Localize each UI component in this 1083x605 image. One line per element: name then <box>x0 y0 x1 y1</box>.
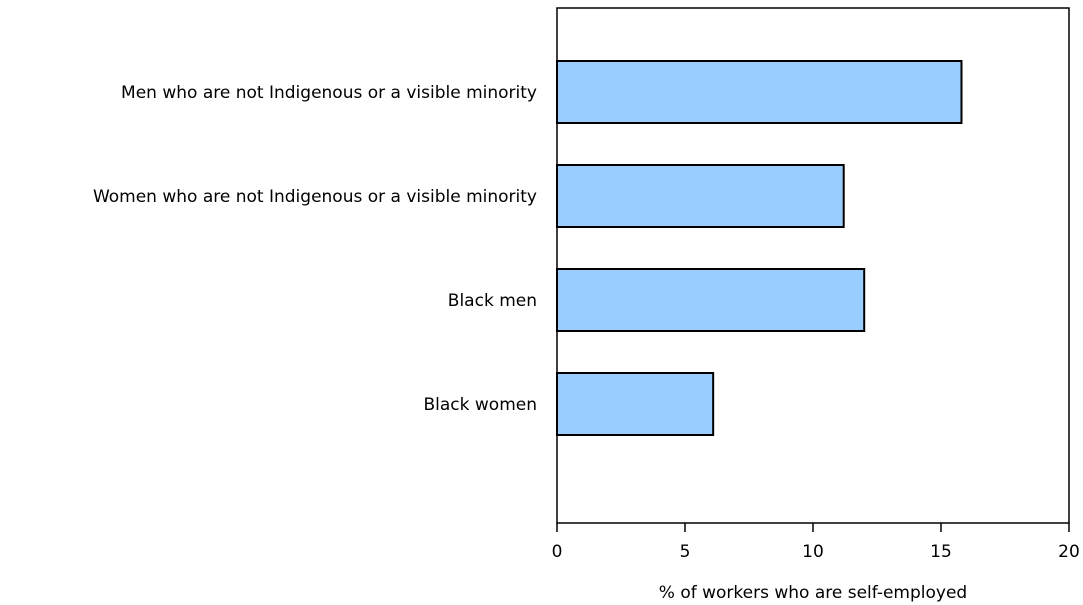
x-axis-tick-labels: 0 5 10 15 20 <box>552 542 1080 562</box>
category-label: Black men <box>448 291 537 311</box>
category-labels: Men who are not Indigenous or a visible … <box>93 83 537 415</box>
category-label: Women who are not Indigenous or a visibl… <box>93 187 537 207</box>
x-tick-label: 0 <box>552 542 563 562</box>
category-label: Men who are not Indigenous or a visible … <box>121 83 537 103</box>
bar <box>556 268 866 332</box>
x-tick-label: 20 <box>1058 542 1080 562</box>
category-label: Black women <box>424 395 538 415</box>
bar <box>556 60 963 124</box>
x-tick-label: 5 <box>680 542 691 562</box>
bar <box>556 372 715 436</box>
x-axis-title: % of workers who are self-employed <box>659 583 967 603</box>
bar <box>556 164 845 228</box>
x-tick-label: 10 <box>802 542 824 562</box>
x-axis-ticks <box>556 523 1070 532</box>
x-tick-label: 15 <box>930 542 952 562</box>
bars-layer <box>556 60 963 436</box>
